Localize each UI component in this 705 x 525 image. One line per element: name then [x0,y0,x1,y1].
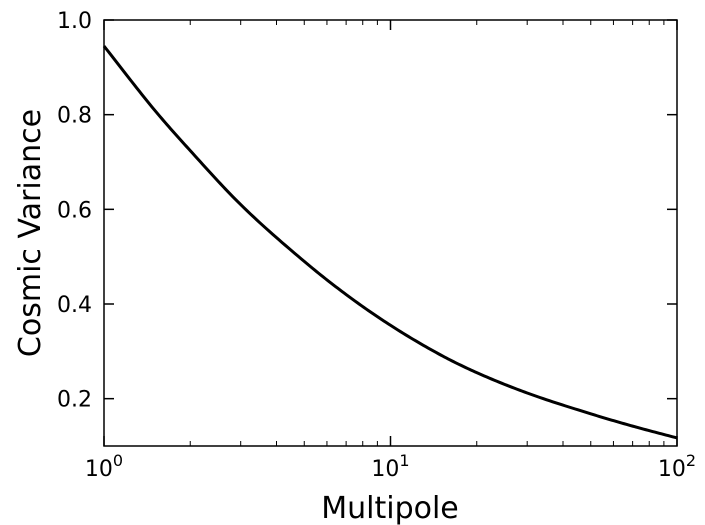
y-tick-label: 0.8 [57,104,92,129]
x-axis-label: Multipole [321,491,459,525]
y-tick-label: 0.4 [57,293,92,318]
plot-frame [104,20,677,446]
tick-labels: 100 101 102 0.2 0.4 0.6 0.8 1.0 [57,9,696,482]
y-tick-label: 0.6 [57,198,92,223]
x-tick-label: 102 [658,451,696,482]
series-line [104,46,677,438]
x-tick-label: 101 [371,451,409,482]
axis-ticks [104,20,677,446]
x-tick-label: 100 [85,451,123,482]
y-tick-label: 1.0 [57,9,92,34]
y-tick-label: 0.2 [57,388,92,413]
y-axis-label: Cosmic Variance [13,109,48,357]
